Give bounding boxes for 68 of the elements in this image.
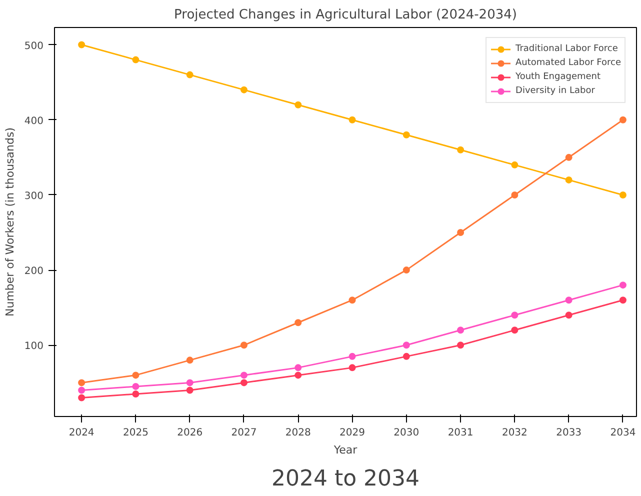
y-tick-label: 300 (24, 190, 44, 202)
y-tick-label: 100 (24, 341, 44, 352)
point (511, 326, 518, 334)
x-tick-label: 2032 (502, 428, 528, 438)
point (348, 352, 356, 360)
point (240, 86, 248, 94)
point (348, 364, 356, 372)
point (294, 101, 302, 108)
x-tick-label: 2027 (231, 428, 257, 438)
point (348, 296, 356, 304)
point (240, 342, 248, 349)
point (565, 296, 572, 304)
point (78, 379, 86, 386)
legend-label: Automated Labor Force (516, 57, 621, 70)
point (78, 394, 86, 402)
point (186, 356, 194, 364)
x-tick-label: 2033 (556, 428, 582, 438)
point (132, 372, 140, 379)
point (619, 191, 626, 198)
y-tick-label: 200 (24, 266, 44, 278)
x-tick-label: 2029 (340, 428, 365, 438)
point (186, 71, 194, 78)
point (402, 266, 410, 274)
point (78, 386, 86, 394)
x-tick-label: 2024 (68, 428, 94, 438)
x-tick-label: 2028 (285, 428, 311, 438)
point (565, 176, 572, 184)
y-tick-label: 500 (24, 40, 44, 52)
point (457, 146, 464, 154)
point (565, 154, 572, 161)
chart-title: Projected Changes in Agricultural Labor (2024-2034) (174, 8, 517, 22)
point (348, 116, 356, 124)
point (402, 342, 410, 349)
legend-label: Youth Engagement (516, 71, 601, 84)
point (132, 382, 140, 390)
legend-label: Traditional Labor Force (516, 43, 618, 56)
point (240, 379, 248, 386)
x-tick-label: 2026 (177, 428, 203, 438)
x-tick-label: 2034 (610, 428, 636, 438)
point (186, 379, 194, 386)
point (457, 342, 464, 349)
point (457, 229, 464, 236)
point (132, 390, 140, 398)
point (565, 312, 572, 319)
point (511, 191, 518, 198)
point (457, 326, 464, 334)
point (511, 161, 518, 168)
point (294, 319, 302, 326)
legend-label: Diversity in Labor (516, 85, 595, 98)
point (186, 386, 194, 394)
y-tick-label: 400 (24, 116, 44, 127)
x-axis-title: Year (332, 444, 358, 456)
x-tick-label: 2030 (394, 428, 420, 438)
point (294, 364, 302, 372)
y-axis-title: Number of Workers (in thousands) (3, 127, 16, 317)
point (78, 41, 86, 48)
point (402, 131, 410, 138)
point (619, 282, 626, 289)
text: 2024 to 2034 (271, 466, 420, 492)
x-tick-label: 2025 (122, 428, 148, 438)
point (240, 372, 248, 379)
point (511, 312, 518, 319)
x-tick-label: 2031 (448, 428, 474, 438)
point (402, 352, 410, 360)
point (294, 372, 302, 379)
point (619, 296, 626, 304)
point (619, 116, 626, 124)
point (132, 56, 140, 64)
